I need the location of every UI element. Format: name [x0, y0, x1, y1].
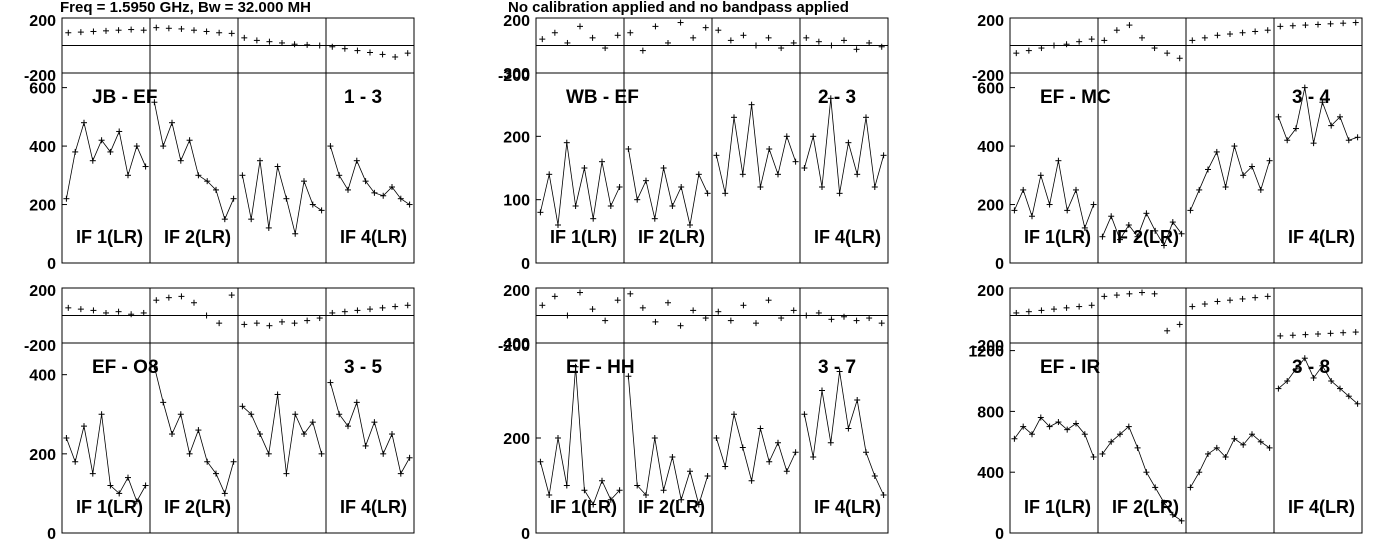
- amplitude-tick-label: 200: [29, 447, 56, 464]
- amplitude-trace: [1278, 357, 1358, 405]
- baseline-label: EF - IR: [1040, 357, 1100, 378]
- amplitude-trace: [540, 366, 620, 506]
- amplitude-trace: [1102, 425, 1182, 522]
- if-label: IF 2(LR): [164, 497, 231, 517]
- phase-tick-label: -200: [498, 338, 530, 355]
- amplitude-tick-label: 0: [47, 256, 56, 273]
- amplitude-trace: [242, 160, 322, 234]
- phase-tick-label: -200: [498, 68, 530, 85]
- amplitude-trace: [242, 394, 322, 474]
- amplitude-trace: [716, 414, 796, 481]
- amplitude-trace: [66, 121, 146, 199]
- amplitude-trace: [1190, 145, 1270, 211]
- if-label: IF 1(LR): [1024, 227, 1091, 247]
- if-label: IF 2(LR): [1112, 497, 1179, 517]
- if-label: IF 4(LR): [340, 227, 407, 247]
- if-label: IF 2(LR): [164, 227, 231, 247]
- baseline-label: EF - HH: [566, 357, 635, 378]
- amplitude-tick-label: 0: [995, 256, 1004, 273]
- if-label: IF 4(LR): [340, 497, 407, 517]
- if-label: IF 1(LR): [1024, 497, 1091, 517]
- amplitude-trace: [1014, 160, 1094, 230]
- phase-tick-label: -200: [972, 338, 1004, 355]
- amplitude-tick-label: 300: [503, 66, 530, 83]
- baseline-label: EF - MC: [1040, 87, 1111, 108]
- baseline-label: EF - O8: [92, 357, 159, 378]
- amplitude-trace: [628, 148, 708, 226]
- if-label: IF 2(LR): [638, 227, 705, 247]
- amplitude-tick-label: 100: [503, 193, 530, 210]
- amplitude-trace: [330, 382, 410, 475]
- if-label: IF 2(LR): [1112, 227, 1179, 247]
- if-label: IF 1(LR): [550, 227, 617, 247]
- amplitude-tick-label: 400: [503, 336, 530, 353]
- amplitude-trace: [628, 376, 708, 506]
- baseline-number-label: 3 - 7: [818, 357, 856, 378]
- phase-tick-label: 200: [503, 283, 530, 300]
- amplitude-tick-label: 600: [29, 81, 56, 98]
- amplitude-tick-label: 400: [29, 139, 56, 156]
- if-label: IF 1(LR): [76, 227, 143, 247]
- baseline-label: JB - EF: [92, 87, 157, 108]
- phase-tick-label: 200: [503, 13, 530, 30]
- calibration-title: No calibration applied and no bandpass a…: [508, 0, 849, 16]
- if-label: IF 1(LR): [550, 497, 617, 517]
- amplitude-tick-label: 0: [521, 526, 530, 543]
- amplitude-trace: [1014, 416, 1094, 458]
- amplitude-tick-label: 800: [977, 404, 1004, 421]
- amplitude-tick-label: 200: [503, 431, 530, 448]
- phase-tick-label: 200: [29, 283, 56, 300]
- baseline-number-label: 3 - 8: [1292, 357, 1330, 378]
- if-label: IF 4(LR): [814, 497, 881, 517]
- amplitude-trace: [330, 145, 410, 205]
- if-label: IF 4(LR): [1288, 227, 1355, 247]
- amplitude-tick-label: 400: [977, 465, 1004, 482]
- baseline-number-label: 3 - 4: [1292, 87, 1330, 108]
- baseline-number-label: 3 - 5: [344, 357, 382, 378]
- amplitude-trace: [804, 371, 884, 496]
- amplitude-tick-label: 600: [977, 81, 1004, 98]
- amplitude-tick-label: 200: [977, 198, 1004, 215]
- amplitude-trace: [1190, 433, 1270, 488]
- baseline-number-label: 2 - 3: [818, 87, 856, 108]
- amplitude-tick-label: 200: [503, 129, 530, 146]
- freq-title: Freq = 1.5950 GHz, Bw = 32.000 MH: [60, 0, 311, 16]
- amplitude-trace: [804, 98, 884, 194]
- phase-tick-label: 200: [977, 283, 1004, 300]
- amplitude-tick-label: 400: [29, 368, 56, 385]
- phase-tick-label: 200: [977, 13, 1004, 30]
- amplitude-trace: [1102, 212, 1182, 247]
- phase-tick-label: 200: [29, 13, 56, 30]
- if-label: IF 4(LR): [1288, 497, 1355, 517]
- amplitude-trace: [154, 366, 234, 495]
- amplitude-tick-label: 200: [29, 198, 56, 215]
- amplitude-tick-label: 0: [995, 526, 1004, 543]
- amplitude-tick-label: 1200: [968, 344, 1004, 361]
- if-label: IF 1(LR): [76, 497, 143, 517]
- if-label: IF 2(LR): [638, 497, 705, 517]
- amplitude-trace: [1278, 87, 1358, 144]
- amplitude-trace: [540, 142, 620, 226]
- amplitude-trace: [66, 414, 146, 503]
- amplitude-tick-label: 0: [521, 256, 530, 273]
- baseline-number-label: 1 - 3: [344, 87, 382, 108]
- phase-tick-label: -200: [24, 338, 56, 355]
- amplitude-trace: [716, 104, 796, 194]
- amplitude-tick-label: 400: [977, 139, 1004, 156]
- baseline-label: WB - EF: [566, 87, 639, 108]
- amplitude-tick-label: 0: [47, 526, 56, 543]
- amplitude-trace: [154, 102, 234, 221]
- baseline-panel: 200 -200 400 200 0 EF - O8 3 - 5 IF 1(LR) IF 2(L…: [24, 283, 415, 543]
- if-label: IF 4(LR): [814, 227, 881, 247]
- phase-tick-label: -200: [24, 68, 56, 85]
- phase-tick-label: -200: [972, 68, 1004, 85]
